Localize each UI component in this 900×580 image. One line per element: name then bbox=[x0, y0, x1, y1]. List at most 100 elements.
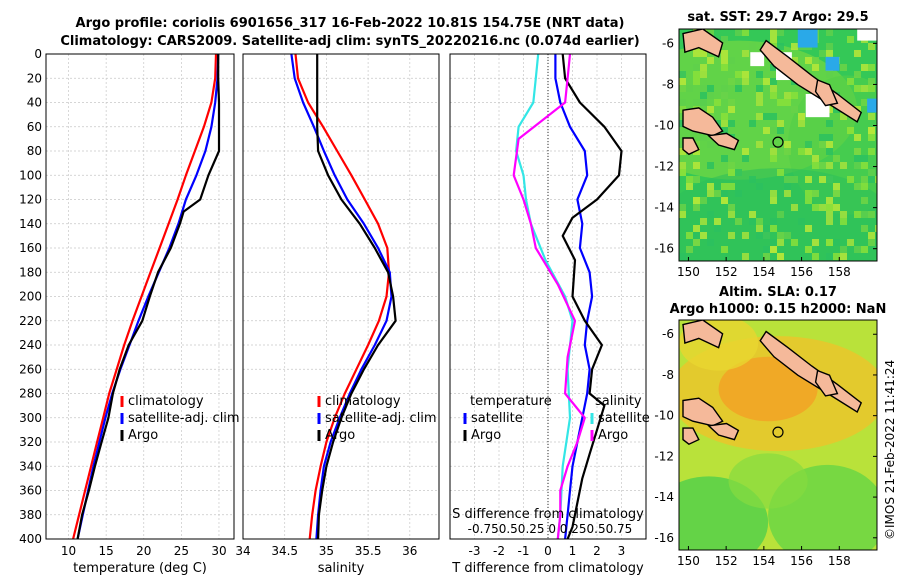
map-pixel bbox=[728, 211, 735, 218]
map-pixel bbox=[749, 211, 756, 218]
map-pixel bbox=[721, 190, 728, 197]
legend-label: climatology bbox=[128, 394, 204, 409]
map-pixel bbox=[693, 204, 700, 211]
map-x-tick-label: 158 bbox=[828, 265, 851, 279]
series-line-argo bbox=[76, 54, 221, 540]
map-pixel bbox=[693, 176, 700, 183]
map-pixel bbox=[749, 176, 756, 183]
map-pixel bbox=[693, 71, 700, 78]
map-pixel bbox=[749, 218, 756, 225]
map-y-tick-label: -6 bbox=[662, 327, 674, 341]
map-pixel bbox=[840, 113, 847, 120]
series-line-t-satellite bbox=[554, 54, 594, 540]
x-tick-label: -3 bbox=[469, 544, 481, 558]
map-pixel bbox=[777, 239, 784, 246]
map-pixel bbox=[847, 78, 854, 85]
map-x-tick-label: 150 bbox=[677, 554, 700, 568]
map-pixel bbox=[812, 253, 819, 260]
map-pixel bbox=[868, 78, 875, 85]
map-y-tick-label: -10 bbox=[654, 118, 674, 132]
map-pixel bbox=[826, 239, 833, 246]
map-field bbox=[679, 320, 877, 550]
map-pixel bbox=[798, 85, 805, 92]
map-pixel bbox=[728, 162, 735, 169]
y-tick-label: 20 bbox=[27, 71, 42, 85]
map-pixel bbox=[728, 204, 735, 211]
map-pixel bbox=[854, 183, 861, 190]
map-y-tick-label: -16 bbox=[654, 531, 674, 545]
map-pixel bbox=[742, 50, 749, 57]
map-x-tick-label: 152 bbox=[715, 554, 738, 568]
y-tick-label: 400 bbox=[19, 532, 42, 546]
s-axis-tick-labels: -0.750.50.25 0 0.250.50.75 bbox=[468, 522, 633, 536]
map-pixel bbox=[686, 183, 693, 190]
map-pixel bbox=[840, 64, 847, 71]
map-pixel bbox=[728, 106, 735, 113]
map-pixel bbox=[875, 176, 877, 183]
map-pixel bbox=[812, 64, 819, 71]
map-pixel bbox=[777, 232, 784, 239]
map-pixel bbox=[770, 127, 777, 134]
map-pixel bbox=[700, 64, 707, 71]
map-pixel bbox=[721, 183, 728, 190]
map-pixel bbox=[763, 253, 770, 260]
land-polygon bbox=[682, 29, 724, 58]
x-tick-label: 35.5 bbox=[355, 544, 382, 558]
map-y-tick-label: -10 bbox=[654, 409, 674, 423]
map-pixel bbox=[819, 134, 826, 141]
map-pixel bbox=[770, 155, 777, 162]
map-pixel bbox=[833, 155, 840, 162]
map-pixel bbox=[763, 78, 770, 85]
sst-map-title: sat. SST: 29.7 Argo: 29.5 bbox=[687, 10, 868, 25]
series-line-climatology bbox=[294, 53, 391, 540]
map-pixel bbox=[707, 106, 714, 113]
map-pixel bbox=[861, 183, 868, 190]
y-tick-label: 340 bbox=[19, 459, 42, 473]
y-tick-label: 280 bbox=[19, 387, 42, 401]
map-pixel bbox=[721, 36, 728, 43]
land-polygon bbox=[814, 79, 839, 107]
map-pixel bbox=[784, 92, 791, 99]
map-pixel bbox=[784, 190, 791, 197]
map-pixel bbox=[770, 113, 777, 120]
map-pixel bbox=[728, 183, 735, 190]
map-pixel bbox=[749, 43, 756, 50]
map-pixel bbox=[700, 99, 707, 106]
x-tick-label: 20 bbox=[136, 544, 151, 558]
map-pixel bbox=[791, 57, 798, 64]
land-polygon bbox=[707, 422, 740, 441]
map-pixel bbox=[861, 246, 868, 253]
map-x-tick-label: 154 bbox=[752, 554, 775, 568]
land-polygon bbox=[682, 137, 700, 156]
map-pixel bbox=[714, 218, 721, 225]
map-pixel bbox=[777, 99, 784, 106]
map-y-tick-label: -16 bbox=[654, 242, 674, 256]
x-tick-label: 10 bbox=[61, 544, 76, 558]
map-pixel bbox=[847, 127, 854, 134]
map-pixel bbox=[868, 127, 875, 134]
map-y-tick-label: -8 bbox=[662, 368, 674, 382]
series-line-climatology bbox=[72, 53, 218, 540]
map-pixel bbox=[812, 57, 819, 64]
map-pixel bbox=[770, 246, 777, 253]
map-pixel bbox=[735, 29, 742, 36]
y-tick-label: 240 bbox=[19, 338, 42, 352]
land-polygon bbox=[707, 132, 740, 151]
sla-map: Altim. SLA: 0.17 Argo h1000: 0.15 h2000:… bbox=[654, 285, 886, 568]
y-tick-label: 80 bbox=[27, 144, 42, 158]
map-pixel bbox=[721, 50, 728, 57]
map-pixel bbox=[868, 85, 875, 92]
map-pixel bbox=[777, 43, 784, 50]
map-cell bbox=[857, 29, 877, 41]
title-line-2: Climatology: CARS2009. Satellite-adj cli… bbox=[60, 34, 639, 49]
map-pixel bbox=[777, 253, 784, 260]
x-tick-label: 25 bbox=[174, 544, 189, 558]
land-polygon bbox=[682, 397, 724, 427]
map-pixel bbox=[798, 148, 805, 155]
map-pixel bbox=[693, 148, 700, 155]
map-pixel bbox=[833, 190, 840, 197]
x-axis-label: salinity bbox=[318, 561, 365, 576]
plot-frame bbox=[449, 53, 647, 540]
y-tick-label: 180 bbox=[19, 265, 42, 279]
map-pixel bbox=[819, 162, 826, 169]
